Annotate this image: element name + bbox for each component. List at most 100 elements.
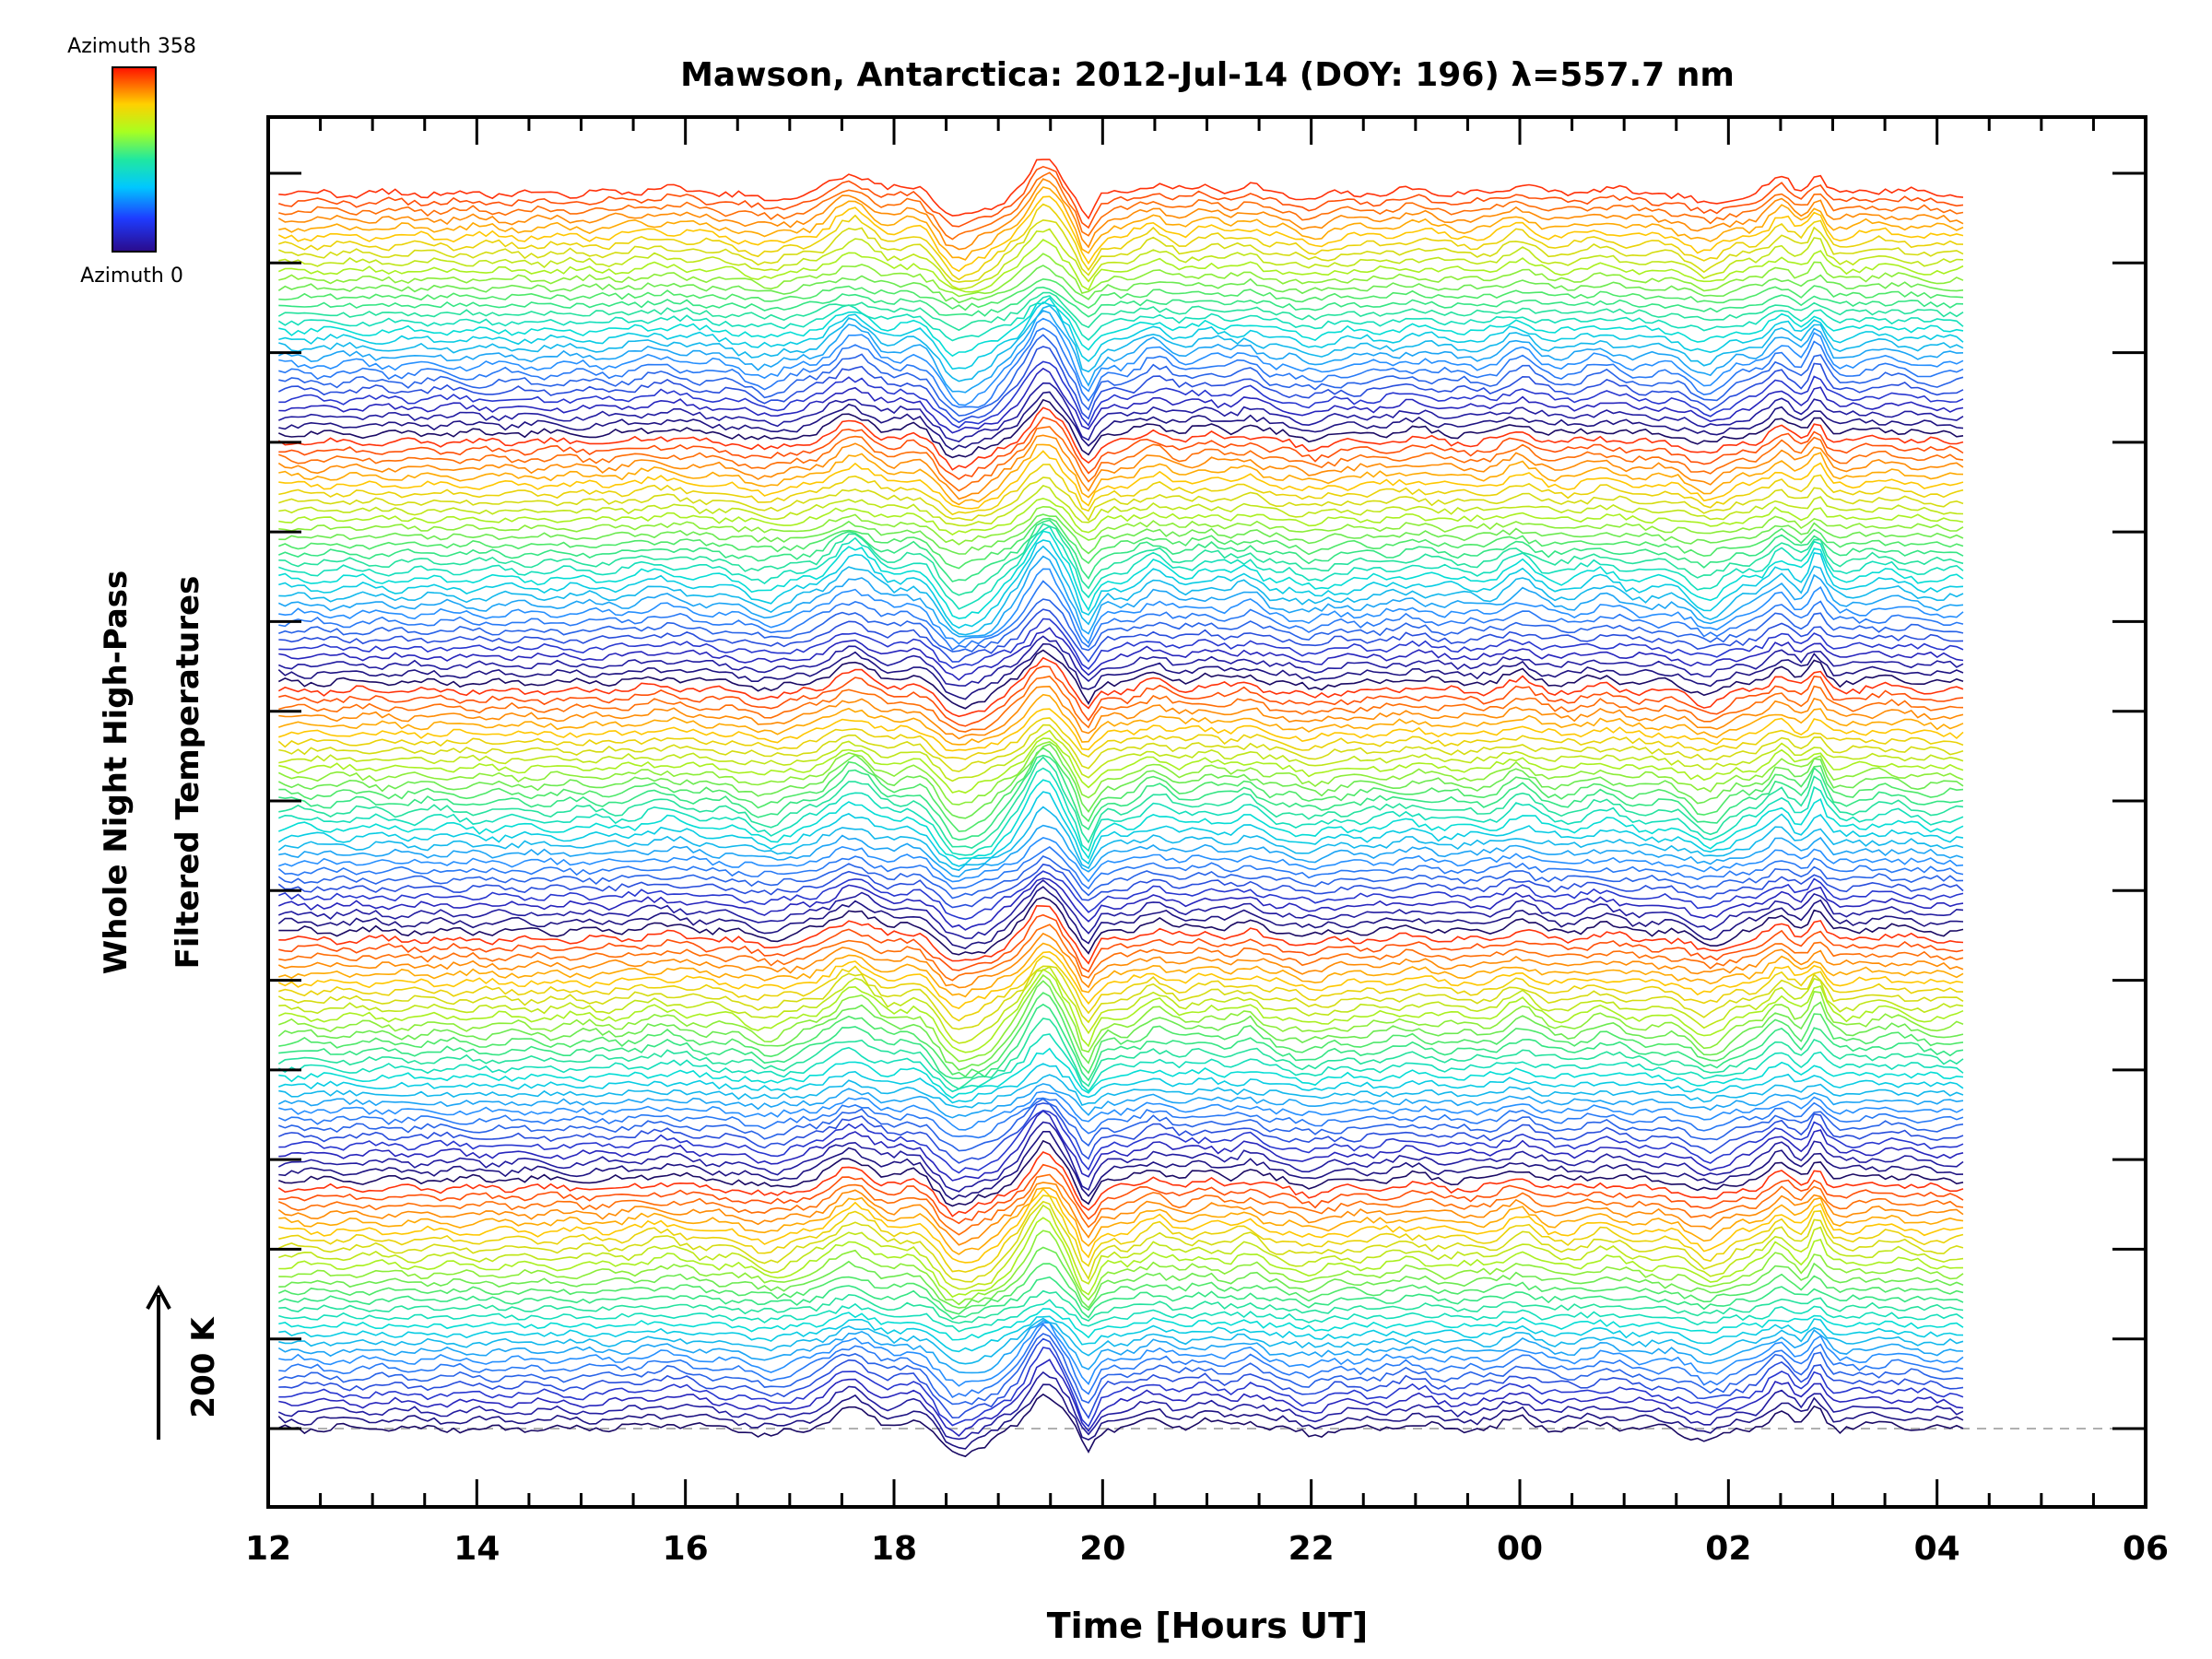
series-line [278, 416, 1964, 480]
series-line [278, 1299, 1964, 1333]
series-line [278, 277, 1964, 312]
series-line [278, 756, 1964, 849]
series-line [278, 367, 1964, 434]
series-line [278, 530, 1964, 619]
series-line [278, 779, 1964, 860]
series-line [277, 1102, 1964, 1164]
series-line [277, 743, 1964, 819]
series-line [278, 1317, 1964, 1365]
series-line [277, 806, 1964, 872]
series-line [278, 524, 1964, 610]
series-line [277, 886, 1964, 949]
series-line [277, 238, 1964, 293]
series-line [278, 618, 1964, 670]
series-line [277, 1319, 1964, 1374]
series-line [278, 896, 1964, 956]
series-line [278, 1163, 1964, 1225]
y-axis-label-line-2: Filtered Temperatures [170, 576, 206, 970]
series-line [278, 913, 1964, 973]
series-line [278, 297, 1964, 358]
series-line [278, 1359, 1964, 1437]
series-line [278, 391, 1964, 451]
colorbar: Azimuth 358 Azimuth 0 [67, 35, 196, 288]
series-line [278, 426, 1964, 492]
series-line [278, 724, 1964, 772]
series-line [278, 484, 1964, 527]
series-line [277, 434, 1964, 500]
series-line [278, 1308, 1964, 1341]
series-line [277, 295, 1964, 342]
series-line [277, 310, 1964, 394]
series-line [277, 218, 1964, 283]
series-line [277, 980, 1964, 1071]
series-line [278, 286, 1964, 318]
series-line [278, 159, 1964, 220]
series-line [278, 737, 1964, 794]
series-line [278, 708, 1964, 752]
series-line [277, 656, 1964, 718]
series-line [278, 608, 1964, 664]
series-line [278, 1047, 1964, 1100]
scale-bar-label: 200 K [185, 1316, 222, 1418]
series-line [278, 165, 1964, 229]
series-line [278, 1194, 1964, 1273]
series-line [277, 519, 1964, 582]
series-line [277, 1263, 1964, 1315]
x-tick-label: 06 [2123, 1530, 2169, 1568]
series-line [277, 717, 1964, 760]
series-line [278, 1109, 1964, 1174]
series-line [278, 539, 1964, 629]
series-line [278, 942, 1964, 998]
x-axis-ticks [266, 117, 2147, 1507]
series-line [277, 1371, 1964, 1441]
series-line [277, 642, 1964, 700]
y-axis-ticks [268, 171, 2146, 1430]
series-line [278, 464, 1964, 516]
series-line [278, 568, 1964, 645]
series-line [277, 846, 1964, 890]
x-tick-label: 14 [453, 1530, 500, 1568]
series-line [278, 1173, 1964, 1236]
series-line [277, 1018, 1964, 1090]
x-tick-label: 20 [1079, 1530, 1125, 1568]
series-line [278, 1098, 1964, 1152]
series-line [278, 675, 1964, 733]
series-line [278, 1131, 1964, 1201]
x-axis-label: Time [Hours UT] [1047, 1606, 1369, 1646]
series-line [278, 327, 1964, 408]
series-line [278, 304, 1964, 382]
series-line [278, 955, 1964, 1022]
series-line [278, 685, 1964, 740]
series-line [277, 398, 1964, 459]
series-line [277, 178, 1964, 251]
series-line [278, 580, 1964, 652]
series-line [278, 517, 1964, 570]
series-line [278, 317, 1964, 406]
chart-title: Mawson, Antarctica: 2012-Jul-14 (DOY: 19… [680, 56, 1735, 94]
series-line [278, 1315, 1964, 1353]
series-line [277, 1393, 1964, 1458]
colorbar-top-label: Azimuth 358 [67, 35, 196, 58]
series-line [278, 627, 1964, 681]
series-line [277, 950, 1964, 1010]
x-tick-label: 18 [871, 1530, 917, 1568]
series-line [278, 505, 1964, 546]
series-line [277, 965, 1964, 1030]
series-line [277, 1151, 1964, 1218]
series-line [278, 973, 1964, 1063]
series-line [278, 665, 1964, 727]
series-line [278, 1110, 1964, 1182]
series-lines [277, 159, 1964, 1458]
x-tick-label: 00 [1497, 1530, 1543, 1568]
series-line [278, 253, 1964, 298]
series-line [277, 1121, 1964, 1193]
series-line [277, 932, 1964, 989]
series-line [277, 1383, 1964, 1450]
x-tick-label: 02 [1705, 1530, 1751, 1568]
series-line [278, 450, 1964, 510]
x-tick-label: 16 [663, 1530, 709, 1568]
series-line [278, 545, 1964, 636]
series-line [278, 1187, 1964, 1264]
series-line [277, 855, 1964, 900]
